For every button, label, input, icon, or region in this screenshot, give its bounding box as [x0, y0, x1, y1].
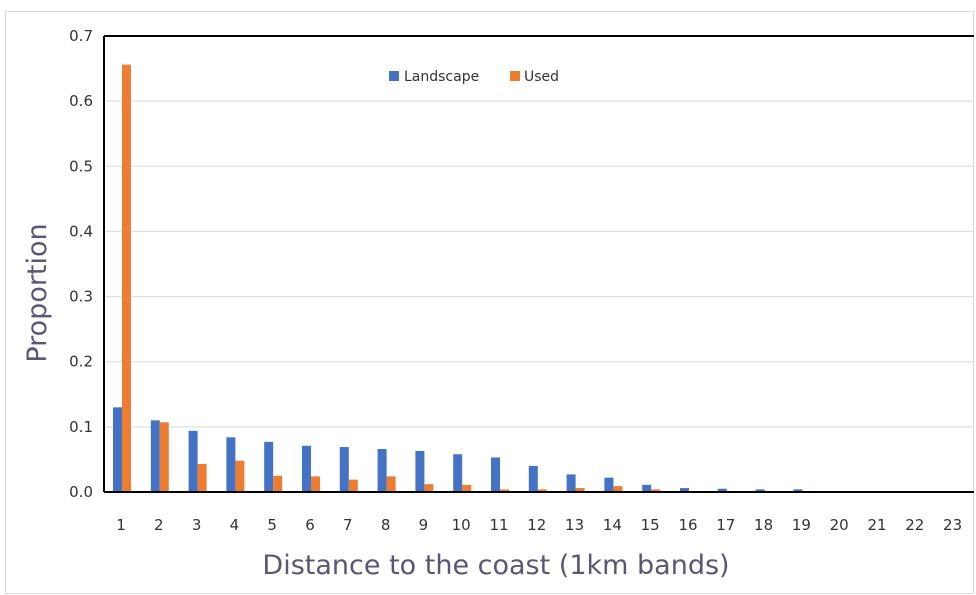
legend-label-used: Used [524, 69, 559, 85]
bar-landscape-15 [642, 484, 652, 492]
y-tick-labels: 0.0 0.1 0.2 0.3 0.4 0.5 0.6 0.7 [69, 27, 93, 501]
bar-landscape-14 [604, 477, 614, 492]
chart-frame [5, 11, 974, 594]
x-tick-label: 13 [565, 516, 584, 534]
legend-label-landscape: Landscape [404, 69, 479, 85]
x-tick-label: 17 [716, 516, 735, 534]
bar-used-12 [537, 489, 547, 492]
x-tick-label: 23 [943, 516, 962, 534]
bar-landscape-6 [302, 445, 311, 492]
y-tick-label: 0.3 [69, 288, 93, 306]
y-axis-title: Proportion [22, 223, 53, 362]
x-tick-label: 19 [792, 516, 811, 534]
x-tick-label: 16 [678, 516, 697, 534]
x-tick-label: 15 [641, 516, 660, 534]
bar-used-8 [386, 476, 396, 492]
bar-landscape-8 [377, 449, 387, 492]
x-tick-label: 14 [603, 516, 622, 534]
x-axis-title: Distance to the coast (1km bands) [262, 550, 729, 581]
bars [113, 64, 954, 493]
x-tick-label: 3 [192, 516, 202, 534]
bar-landscape-1 [113, 407, 122, 492]
x-tick-label: 20 [830, 516, 849, 534]
x-tick-labels: 1 2 3 4 5 6 7 8 9 10 11 12 13 14 15 16 17 18 19 20 21 22 23 [116, 516, 962, 534]
bar-landscape-13 [566, 474, 576, 492]
bar-used-13 [575, 488, 585, 492]
bar-used-11 [500, 489, 509, 492]
y-tick-label: 0.4 [69, 222, 93, 240]
x-tick-label: 11 [489, 516, 508, 534]
y-tick-label: 0.1 [69, 418, 93, 436]
bar-landscape-3 [188, 430, 198, 492]
bar-used-4 [235, 460, 245, 492]
bar-used-7 [348, 479, 358, 492]
x-tick-label: 1 [116, 516, 126, 534]
bar-landscape-12 [528, 465, 538, 492]
x-tick-label: 4 [230, 516, 240, 534]
bar-used-2 [159, 422, 169, 492]
bar-landscape-5 [264, 441, 274, 492]
bar-landscape-9 [415, 450, 425, 492]
x-tick-label: 2 [154, 516, 164, 534]
x-tick-label: 18 [754, 516, 773, 534]
bar-used-9 [424, 484, 434, 492]
x-tick-label: 22 [905, 516, 924, 534]
legend-swatch-landscape [389, 71, 399, 81]
x-tick-label: 21 [867, 516, 886, 534]
bar-landscape-16 [680, 488, 689, 492]
x-tick-label: 9 [419, 516, 429, 534]
legend: Landscape Used [389, 69, 559, 85]
x-tick-label: 8 [381, 516, 391, 534]
y-tick-label: 0.0 [69, 483, 93, 501]
legend-swatch-used [510, 71, 520, 81]
x-tick-label: 7 [343, 516, 353, 534]
bar-landscape-17 [717, 488, 727, 492]
bar-landscape-2 [150, 420, 160, 492]
axes [103, 35, 974, 493]
y-tick-label: 0.5 [69, 157, 93, 175]
x-tick-label: 12 [527, 516, 546, 534]
bar-landscape-4 [226, 437, 236, 492]
bar-used-10 [462, 484, 472, 492]
gridlines [104, 100, 974, 428]
x-tick-label: 6 [305, 516, 315, 534]
bar-landscape-18 [755, 489, 765, 492]
y-tick-label: 0.7 [69, 27, 93, 45]
bar-landscape-7 [339, 447, 349, 492]
bar-used-15 [651, 489, 661, 492]
bar-used-1 [122, 64, 131, 493]
bar-used-3 [197, 463, 207, 492]
x-tick-label: 5 [267, 516, 277, 534]
y-tick-label: 0.2 [69, 353, 93, 371]
bar-landscape-10 [453, 454, 463, 492]
bar-used-6 [311, 476, 320, 492]
bar-landscape-11 [491, 457, 500, 492]
bar-used-14 [613, 486, 623, 492]
y-tick-label: 0.6 [69, 92, 93, 110]
bar-used-5 [273, 475, 283, 492]
bar-landscape-19 [793, 489, 803, 492]
x-tick-label: 10 [452, 516, 471, 534]
